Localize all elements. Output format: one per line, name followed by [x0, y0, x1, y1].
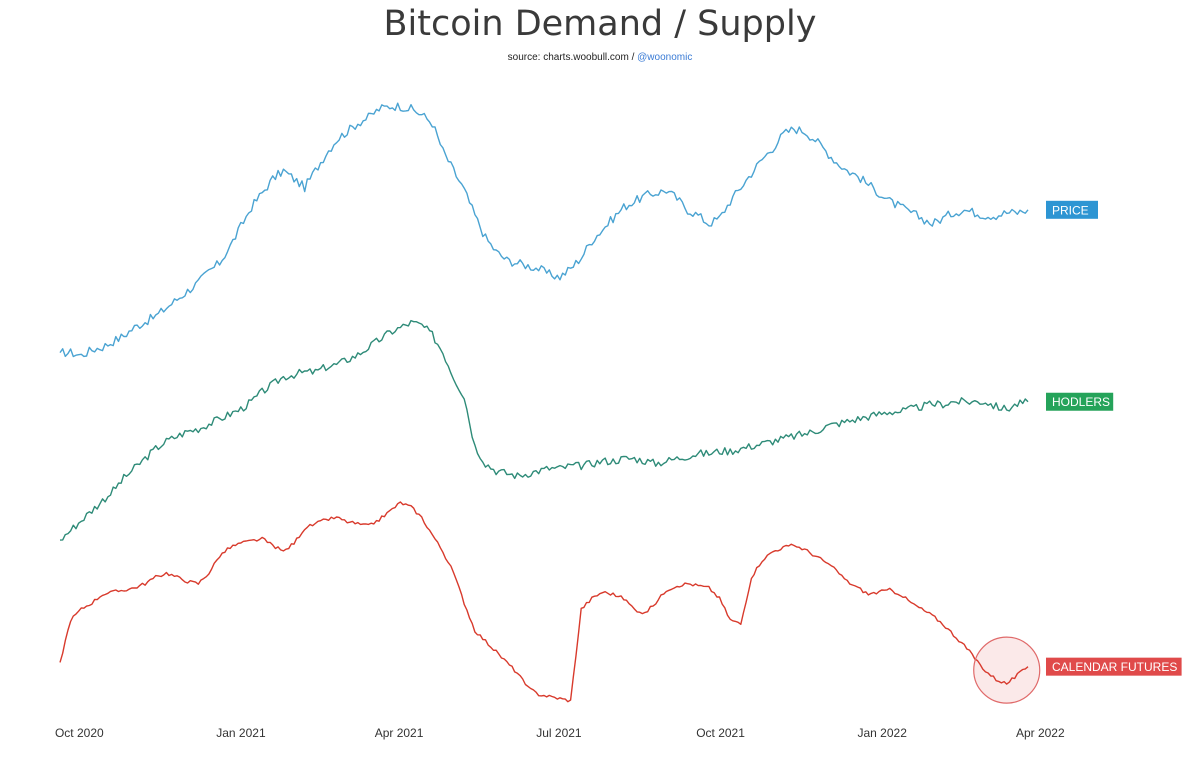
- series-line-calendar-futures: [59, 501, 1029, 703]
- x-tick-label: Oct 2021: [696, 726, 745, 740]
- series-tag-price: [1046, 200, 1098, 219]
- series-line-price: [59, 102, 1029, 358]
- series-tag-label-price: PRICE: [1052, 203, 1089, 217]
- x-tick-label: Jul 2021: [536, 726, 582, 740]
- series-tag-label-hodlers: HODLERS: [1052, 395, 1110, 409]
- x-tick-label: Apr 2022: [1016, 726, 1065, 740]
- x-tick-label: Jan 2021: [216, 726, 266, 740]
- series-tag-label-calendar-futures: CALENDAR FUTURES: [1052, 660, 1177, 674]
- source-label: source: charts.woobull.com /: [507, 52, 638, 63]
- x-tick-label: Oct 2020: [55, 726, 104, 740]
- chart-title: Bitcoin Demand / Supply: [383, 4, 817, 44]
- x-tick-label: Apr 2021: [375, 726, 424, 740]
- series-tag-calendar-futures: [1046, 657, 1182, 676]
- author-handle-link[interactable]: @woonomic: [637, 52, 693, 63]
- series-line-hodlers: [59, 319, 1029, 541]
- highlight-circle: [973, 636, 1041, 704]
- series-tag-hodlers: [1046, 392, 1114, 411]
- chart-subtitle: source: charts.woobull.com / @woonomic: [0, 52, 1200, 63]
- x-tick-label: Jan 2022: [857, 726, 907, 740]
